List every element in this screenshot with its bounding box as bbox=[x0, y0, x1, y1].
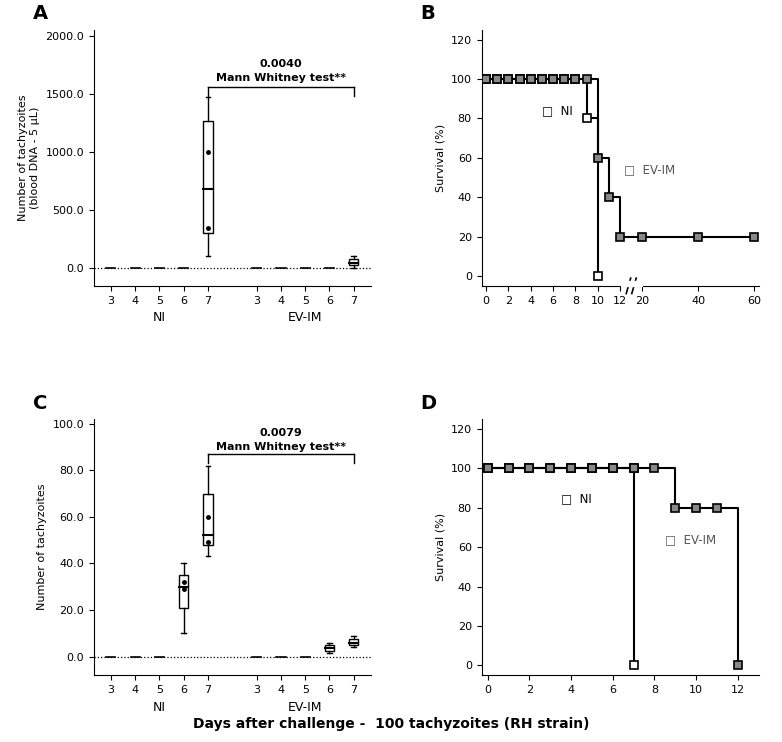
Y-axis label: Survival (%): Survival (%) bbox=[435, 124, 445, 192]
Text: Mann Whitney test**: Mann Whitney test** bbox=[216, 73, 346, 83]
Text: □  NI: □ NI bbox=[561, 492, 591, 505]
Text: NI: NI bbox=[153, 701, 166, 714]
Y-axis label: Survival (%): Survival (%) bbox=[435, 513, 445, 581]
Text: D: D bbox=[421, 394, 437, 413]
Text: NI: NI bbox=[153, 312, 166, 324]
Text: Days after challenge -  100 tachyzoites (RH strain): Days after challenge - 100 tachyzoites (… bbox=[192, 717, 590, 731]
Text: 0.0079: 0.0079 bbox=[260, 427, 303, 438]
Text: A: A bbox=[33, 4, 48, 24]
Text: EV-IM: EV-IM bbox=[288, 312, 322, 324]
Y-axis label: Number of tachyzoites
(blood DNA - 5 μL): Number of tachyzoites (blood DNA - 5 μL) bbox=[18, 94, 40, 221]
Text: □  EV-IM: □ EV-IM bbox=[665, 533, 716, 546]
Bar bbox=[203, 493, 213, 545]
Y-axis label: Number of tachyzoites: Number of tachyzoites bbox=[37, 484, 47, 611]
Text: □  NI: □ NI bbox=[542, 105, 572, 117]
Bar bbox=[179, 575, 188, 608]
Bar bbox=[621, 280, 642, 286]
Text: C: C bbox=[33, 394, 47, 413]
Bar bbox=[350, 259, 358, 266]
Text: Mann Whitney test**: Mann Whitney test** bbox=[216, 441, 346, 452]
Text: B: B bbox=[421, 4, 436, 24]
Text: EV-IM: EV-IM bbox=[288, 701, 322, 714]
Bar bbox=[350, 639, 358, 645]
Text: □  EV-IM: □ EV-IM bbox=[624, 163, 676, 177]
Bar bbox=[203, 120, 213, 234]
Bar bbox=[325, 645, 334, 651]
Text: 0.0040: 0.0040 bbox=[260, 59, 302, 69]
